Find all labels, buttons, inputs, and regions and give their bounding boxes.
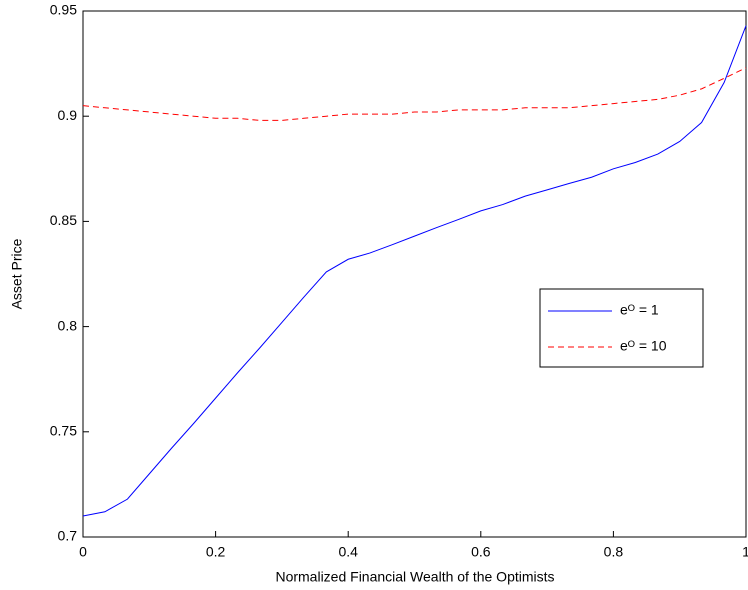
y-tick-label: 0.9 — [58, 107, 78, 123]
x-tick-label: 0.2 — [206, 544, 226, 560]
y-tick-label: 0.75 — [50, 423, 77, 439]
y-tick-label: 0.95 — [50, 2, 77, 18]
x-tick-label: 0.8 — [604, 544, 624, 560]
legend-label: eᴼ = 10 — [620, 338, 667, 354]
plot-area — [82, 10, 747, 538]
series-line — [82, 25, 747, 517]
x-tick-label: 0.6 — [471, 544, 491, 560]
x-tick-label: 0.4 — [338, 544, 358, 560]
x-tick-label: 1 — [742, 544, 748, 560]
y-tick-label: 0.7 — [58, 528, 78, 544]
legend — [539, 288, 704, 368]
y-tick-label: 0.85 — [50, 212, 77, 228]
y-tick-label: 0.8 — [58, 317, 78, 333]
series-line — [82, 67, 747, 121]
legend-label: eᴼ = 1 — [620, 302, 659, 318]
x-axis-label: Normalized Financial Wealth of the Optim… — [275, 569, 554, 585]
x-tick-label: 0 — [79, 544, 87, 560]
y-axis-label: Asset Price — [9, 238, 25, 309]
